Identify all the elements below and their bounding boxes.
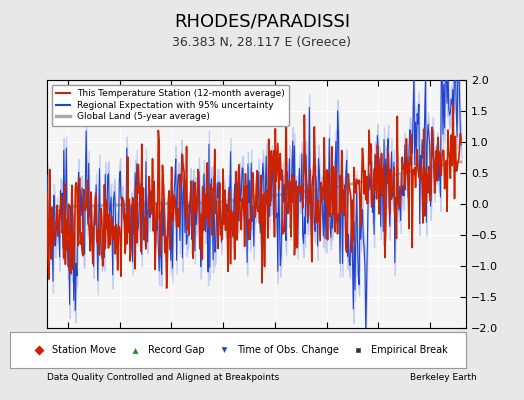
- Text: 36.383 N, 28.117 E (Greece): 36.383 N, 28.117 E (Greece): [172, 36, 352, 49]
- Text: Berkeley Earth: Berkeley Earth: [410, 373, 477, 382]
- Legend: Station Move, Record Gap, Time of Obs. Change, Empirical Break: Station Move, Record Gap, Time of Obs. C…: [26, 341, 451, 359]
- Text: Data Quality Controlled and Aligned at Breakpoints: Data Quality Controlled and Aligned at B…: [47, 373, 279, 382]
- Text: RHODES/PARADISSI: RHODES/PARADISSI: [174, 12, 350, 30]
- Legend: This Temperature Station (12-month average), Regional Expectation with 95% uncer: This Temperature Station (12-month avera…: [52, 84, 289, 126]
